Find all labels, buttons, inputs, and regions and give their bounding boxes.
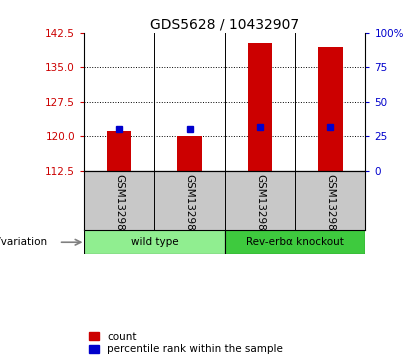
Text: wild type: wild type	[131, 237, 178, 247]
Text: GSM1329813: GSM1329813	[255, 174, 265, 244]
Bar	[107, 131, 131, 171]
Text: GSM1329812: GSM1329812	[184, 174, 194, 244]
Bar	[318, 46, 343, 171]
Bar	[177, 136, 202, 171]
Bar	[84, 231, 225, 254]
Text: genotype/variation: genotype/variation	[0, 237, 47, 247]
Text: GSM1329814: GSM1329814	[325, 174, 335, 244]
Bar	[247, 43, 272, 171]
Text: Rev-erbα knockout: Rev-erbα knockout	[246, 237, 344, 247]
Text: GSM1329811: GSM1329811	[114, 174, 124, 244]
Legend: count, percentile rank within the sample: count, percentile rank within the sample	[89, 331, 283, 354]
Bar	[225, 231, 365, 254]
Title: GDS5628 / 10432907: GDS5628 / 10432907	[150, 17, 299, 32]
